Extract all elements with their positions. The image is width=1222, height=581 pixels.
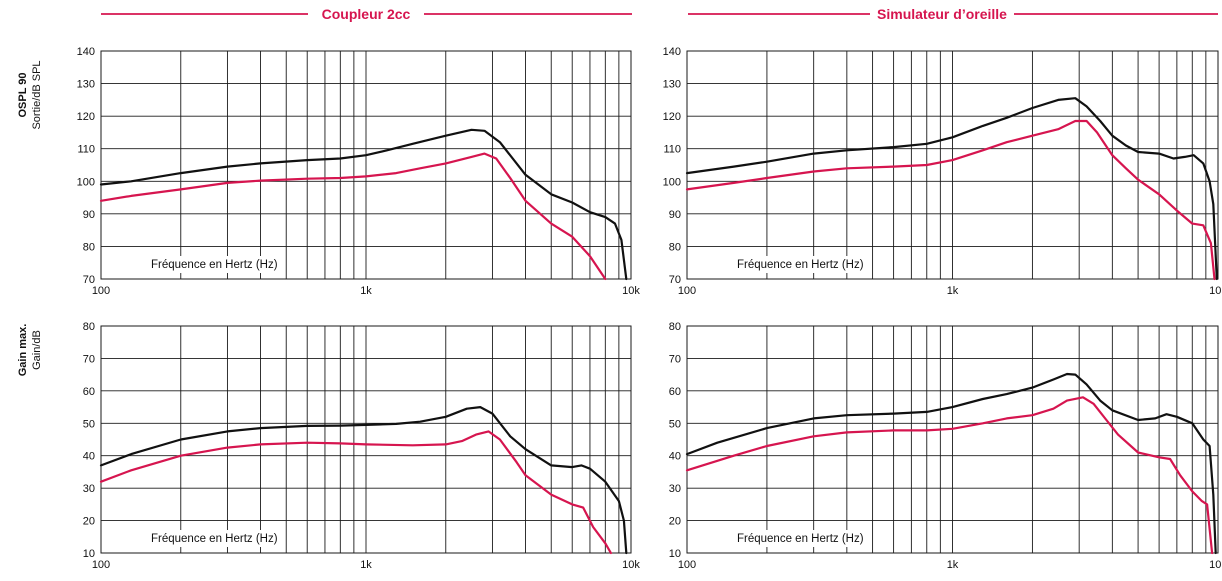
y-tick-label: 20 — [669, 516, 681, 528]
y-tick-label: 90 — [669, 209, 681, 221]
black-series-line — [99, 128, 628, 281]
y-tick-label: 50 — [669, 418, 681, 430]
y-tick-label: 90 — [83, 209, 95, 221]
y-tick-label: 80 — [669, 321, 681, 333]
y-tick-label: 130 — [663, 79, 681, 91]
y-tick-label: 10 — [83, 548, 95, 560]
y-tick-label: 120 — [77, 111, 95, 123]
plot-frame — [100, 325, 632, 554]
y-tick-label: 10 — [669, 548, 681, 560]
y-tick-label: 60 — [83, 386, 95, 398]
xlabel-background — [147, 530, 282, 547]
x-axis-label: Fréquence en Hertz (Hz) — [151, 533, 278, 545]
row-unit-sortie: Sortie/dB SPL — [31, 60, 43, 129]
y-tick-label: 60 — [669, 386, 681, 398]
xlabel-background — [147, 256, 282, 273]
y-tick-label: 130 — [77, 79, 95, 91]
x-tick-label: 1k — [947, 559, 959, 571]
x-tick-label: 10k — [622, 285, 640, 297]
row-label-top: OSPL 90 Sortie/dB SPL — [17, 60, 43, 129]
y-tick-label: 140 — [77, 46, 95, 58]
y-tick-label: 110 — [663, 144, 681, 156]
black-series-line — [685, 372, 1217, 555]
x-tick-label: 100 — [678, 285, 696, 297]
red-series-line — [99, 152, 607, 281]
x-axis-label: Fréquence en Hertz (Hz) — [151, 259, 278, 271]
y-tick-label: 70 — [83, 274, 95, 286]
x-tick-label: 100 — [678, 559, 696, 571]
y-tick-label: 100 — [663, 176, 681, 188]
panel-simulateur-ospl90: 70 80 90 100 110 120 130 140 100 1k 10k Fréquence e… — [663, 46, 1222, 297]
y-tick-label: 30 — [669, 483, 681, 495]
y-tick-label: 110 — [77, 144, 95, 156]
x-tick-label: 10k — [1209, 285, 1222, 297]
xlabel-background — [733, 530, 868, 547]
plot-frame — [686, 325, 1219, 554]
x-tick-label: 100 — [92, 559, 110, 571]
red-series-line — [685, 396, 1214, 555]
x-axis-label: Fréquence en Hertz (Hz) — [737, 259, 864, 271]
y-tick-label: 40 — [669, 451, 681, 463]
black-series-line — [99, 406, 628, 555]
panel-coupleur-gain: 10 20 30 40 50 60 70 80 100 1k 10k Fréquence en Her… — [83, 321, 641, 571]
xlabel-background — [733, 256, 868, 273]
black-series-line — [685, 97, 1218, 281]
y-tick-label: 70 — [669, 353, 681, 365]
x-tick-label: 1k — [360, 559, 372, 571]
x-tick-label: 1k — [947, 285, 959, 297]
x-tick-label: 1k — [360, 285, 372, 297]
y-tick-label: 40 — [83, 451, 95, 463]
row-unit-gain: Gain/dB — [31, 330, 43, 370]
panel-coupleur-ospl90: 70 80 90 100 110 120 130 140 100 1k 10k Fréquence e… — [77, 46, 641, 297]
column-header-right: Simulateur d’oreille — [688, 6, 1218, 22]
y-tick-label: 120 — [663, 111, 681, 123]
x-axis-label: Fréquence en Hertz (Hz) — [737, 533, 864, 545]
red-series-line — [99, 430, 613, 555]
x-tick-label: 100 — [92, 285, 110, 297]
row-label-bottom: Gain max. Gain/dB — [17, 324, 43, 377]
y-tick-label: 30 — [83, 483, 95, 495]
y-tick-label: 80 — [83, 321, 95, 333]
y-tick-label: 100 — [77, 176, 95, 188]
x-tick-label: 10k — [1209, 559, 1222, 571]
y-tick-label: 50 — [83, 418, 95, 430]
column-title-simulateur: Simulateur d’oreille — [877, 6, 1007, 22]
y-tick-label: 20 — [83, 516, 95, 528]
red-series-line — [685, 119, 1216, 281]
y-tick-label: 80 — [669, 241, 681, 253]
panel-simulateur-gain: 10 20 30 40 50 60 70 80 100 1k 10k Fréquence en Her… — [669, 321, 1222, 571]
y-tick-label: 70 — [669, 274, 681, 286]
row-title-ospl90: OSPL 90 — [17, 72, 29, 117]
column-title-coupleur: Coupleur 2cc — [322, 6, 411, 22]
y-tick-label: 70 — [83, 353, 95, 365]
y-tick-label: 80 — [83, 241, 95, 253]
plot-frame — [686, 50, 1219, 280]
plot-frame — [100, 50, 632, 280]
x-tick-label: 10k — [622, 559, 640, 571]
row-title-gain: Gain max. — [17, 324, 29, 377]
y-tick-label: 140 — [663, 46, 681, 58]
column-header-left: Coupleur 2cc — [101, 6, 632, 22]
